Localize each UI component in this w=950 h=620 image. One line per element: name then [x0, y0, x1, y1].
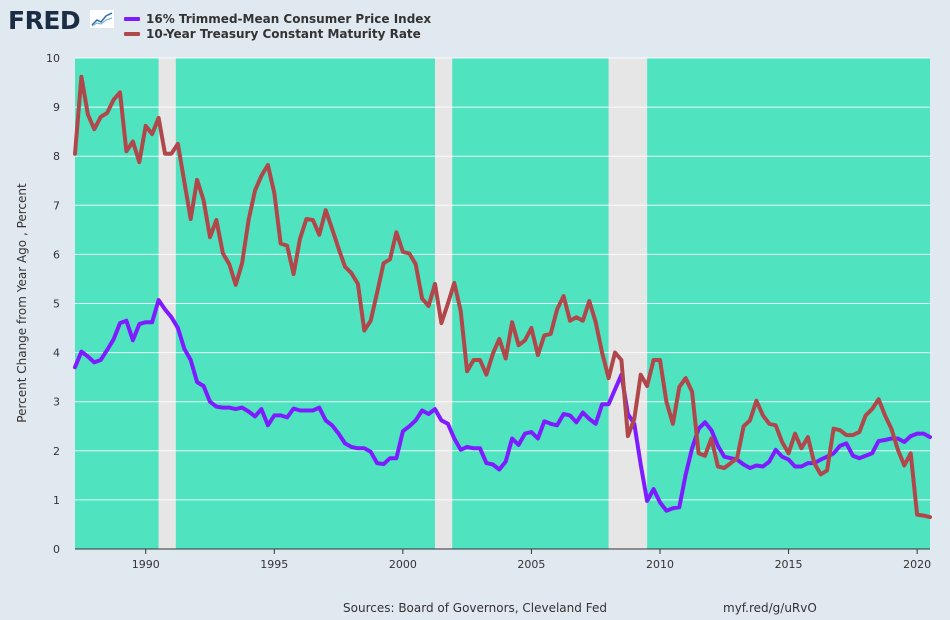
y-axis-label: Percent Change from Year Ago , Percent	[15, 183, 29, 423]
y-tick-label-7: 7	[53, 199, 60, 212]
y-tick-label-5: 5	[53, 298, 60, 311]
fred-logo[interactable]: FRED	[8, 6, 81, 35]
y-tick-label-1: 1	[53, 494, 60, 507]
x-tick-label-2000: 2000	[389, 558, 417, 571]
series-lines	[73, 74, 932, 520]
x-tick-label-2010: 2010	[646, 558, 674, 571]
sources-note: Sources: Board of Governors, Cleveland F…	[343, 601, 607, 615]
y-tick-label-8: 8	[53, 150, 60, 163]
y-tick-label-3: 3	[53, 396, 60, 409]
legend-swatch-trimmed-mean-cpi	[124, 17, 140, 21]
x-tick-label-2005: 2005	[517, 558, 545, 571]
legend-item-trimmed-mean-cpi[interactable]: 16% Trimmed-Mean Consumer Price Index	[124, 11, 431, 27]
x-tick-label-2020: 2020	[903, 558, 931, 571]
chart-header: FRED 16% Trimmed-Mean Consumer Price Ind…	[0, 0, 950, 50]
x-tick-label-1995: 1995	[260, 558, 288, 571]
x-tick-label-1990: 1990	[132, 558, 160, 571]
y-tick-label-0: 0	[53, 543, 60, 556]
x-tick-label-2015: 2015	[775, 558, 803, 571]
y-tick-label-10: 10	[46, 52, 60, 65]
fred-logo-graph-icon	[90, 10, 114, 28]
series-line-0	[73, 298, 932, 513]
legend-label-10-year-treasury: 10-Year Treasury Constant Maturity Rate	[146, 27, 421, 41]
axes: 0 1 2 3 4 5 6 7 8 9 10 1990 1995 2000 2005 2010 2015 2020	[46, 52, 931, 571]
y-tick-label-2: 2	[53, 445, 60, 458]
short-url-link[interactable]: myf.red/g/uRvO	[723, 601, 817, 615]
line-chart[interactable]: 0 1 2 3 4 5 6 7 8 9 10 1990 1995 2000 2005 2010 2015 2020	[0, 0, 950, 600]
series-line-1	[73, 74, 932, 520]
y-tick-label-6: 6	[53, 248, 60, 261]
legend-label-trimmed-mean-cpi: 16% Trimmed-Mean Consumer Price Index	[146, 12, 432, 26]
legend-swatch-10-year-treasury	[124, 32, 140, 36]
y-tick-label-9: 9	[53, 101, 60, 114]
legend-item-10-year-treasury[interactable]: 10-Year Treasury Constant Maturity Rate	[124, 26, 421, 42]
y-tick-label-4: 4	[53, 347, 60, 360]
